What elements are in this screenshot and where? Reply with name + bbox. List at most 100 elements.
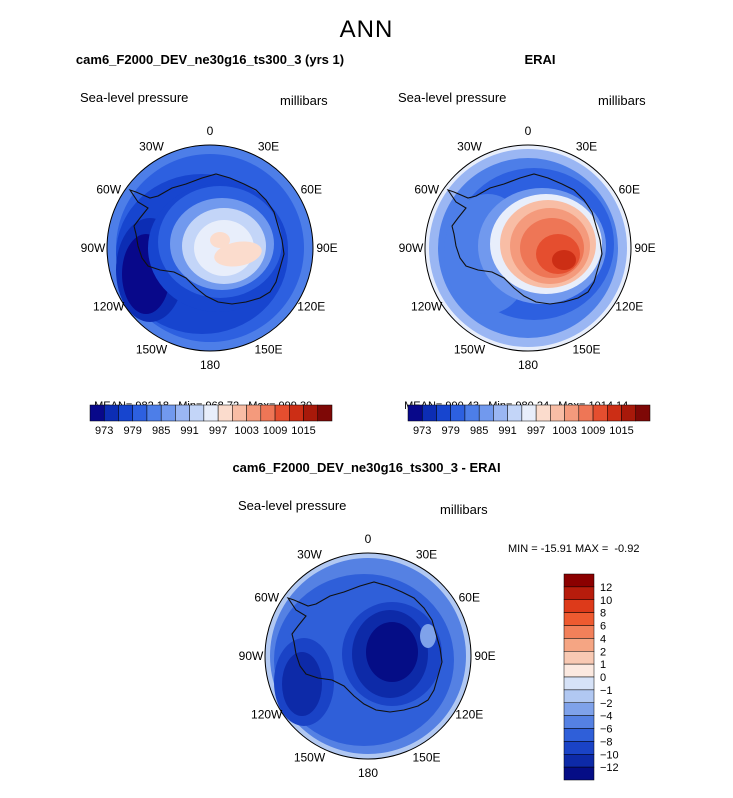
- panel-2-lon-label: 150E: [572, 342, 600, 356]
- panel-2-colorbar-swatch: [550, 404, 565, 422]
- panel-3-contour-band: [420, 624, 436, 648]
- panel-1-coastline: [128, 173, 285, 305]
- panel-2-lon-label: 150W: [454, 342, 486, 356]
- panel-2-colorbar-swatch: [464, 404, 480, 422]
- panel-3-lon-label: 90W: [239, 649, 264, 663]
- panel-3-lon-label: 60E: [459, 591, 480, 605]
- panel-2-lon-label: 120E: [615, 300, 643, 314]
- panel-3-contour-field: [265, 553, 471, 759]
- panel-1-lon-label: 30W: [139, 140, 164, 154]
- panel-2-colorbar-tick-label: 997: [527, 425, 545, 437]
- panel-2-colorbar-swatch: [521, 404, 537, 422]
- panel-2-lon-label: 30E: [576, 140, 597, 154]
- panel-1-colorbar-tick-label: 973: [95, 425, 113, 437]
- panel-2-lon-label: 120W: [411, 300, 443, 314]
- panel-3-lon-label: 150W: [294, 750, 326, 764]
- panel-2-colorbar: 973 979 985 991 997 1003 1009 1015: [407, 404, 651, 437]
- panel-2-lon-label: 60W: [414, 183, 439, 197]
- panel-2-colorbar-swatch: [507, 404, 523, 422]
- panel-1-lon-label: 30E: [258, 140, 279, 154]
- panel-1-colorbar-swatch: [189, 404, 205, 422]
- panel-2-colorbar-swatch: [436, 404, 451, 422]
- panel-1-colorbar-swatch: [132, 404, 148, 422]
- panel-3-colorbar-tick-label: −10: [600, 749, 619, 761]
- panel-2-colorbar-swatch: [407, 404, 423, 422]
- panel-2-colorbar-swatch: [578, 404, 594, 422]
- panel-2-colorbar-swatch: [493, 404, 508, 422]
- panel-1-variable-label: Sea-level pressure: [80, 90, 189, 105]
- panel-1-colorbar-swatch: [289, 404, 304, 422]
- panel-2-colorbar-tick-label: 991: [498, 425, 516, 437]
- panel-3-colorbar-tick-label: 12: [600, 582, 612, 594]
- panel-2-colorbar-tick-label: 973: [413, 425, 431, 437]
- panel-1-colorbar-tick-label: 1003: [234, 425, 258, 437]
- panel-2-colorbar-tick-label: 979: [442, 425, 460, 437]
- panel-3-colorbar-tick-label: 1: [600, 659, 606, 671]
- panel-3-colorbar-tick-label: 6: [600, 621, 606, 633]
- panel-3-coastline: [286, 581, 443, 713]
- panel-3-lon-label: 30W: [297, 548, 322, 562]
- panel-2-contour-field: [425, 145, 631, 351]
- panel-1-colorbar-swatch: [274, 404, 290, 422]
- panel-1-lon-label: 150E: [254, 342, 282, 356]
- panel-1-lon-label: 120W: [93, 300, 125, 314]
- panel-2-contour-band: [552, 250, 576, 270]
- panel-3-colorbar-tick-label: 4: [600, 633, 606, 645]
- panel-3-colorbar-swatch: [563, 625, 595, 639]
- panel-1-colorbar-swatch: [232, 404, 247, 422]
- panel-2-units-label: millibars: [598, 93, 646, 108]
- panel-1-lon-label: 90W: [81, 241, 106, 255]
- panel-1-colorbar-tick-label: 997: [209, 425, 227, 437]
- panel-1-lon-label: 60W: [96, 183, 121, 197]
- panel-2-colorbar-tick-label: 1015: [609, 425, 633, 437]
- panel-3-contour-band: [366, 622, 418, 682]
- panel-2-lon-label: 180: [518, 358, 538, 372]
- panel-2-colorbar-swatch: [421, 404, 437, 422]
- panel-3-map: 0 30E 60E 90E 120E 150E 180 150W 120W 90W 60W 30W: [239, 532, 496, 780]
- panel-2-map: 0 30E 60E 90E 120E 150E 180 150W 120W 90W 60W 30W: [399, 124, 656, 372]
- panel-3-lon-label: 180: [358, 766, 378, 780]
- panel-2-lon-label: 90W: [399, 241, 424, 255]
- panel-3-colorbar-swatch: [563, 715, 595, 729]
- panel-3-colorbar-swatch: [563, 612, 595, 626]
- panel-3-contour-band: [282, 652, 322, 716]
- panel-2-colorbar-swatch: [607, 404, 622, 422]
- panel-1-colorbar-swatch: [118, 404, 133, 422]
- panel-3-colorbar-swatch: [563, 702, 595, 716]
- panel-1-lon-label: 180: [200, 358, 220, 372]
- panel-1-colorbar-swatch: [160, 404, 176, 422]
- panel-3-colorbar-tick-label: −2: [600, 698, 613, 710]
- panel-3-colorbar-tick-label: 10: [600, 595, 612, 607]
- panel-3-colorbar-tick-label: 2: [600, 646, 606, 658]
- panel-2-lon-label: 30W: [457, 140, 482, 154]
- panel-1-colorbar-tick-label: 1009: [263, 425, 287, 437]
- panel-1-colorbar-swatch: [217, 404, 233, 422]
- panel-3-map-border: [264, 552, 472, 760]
- panel-2-colorbar-swatch: [535, 404, 551, 422]
- panel-3-colorbar-tick-label: −4: [600, 711, 613, 723]
- panel-3-colorbar-swatch: [563, 676, 595, 691]
- panel-2-coastline: [446, 173, 603, 305]
- panel-3-lon-label: 120W: [251, 708, 283, 722]
- panel-3-colorbar-swatch: [563, 663, 595, 678]
- panel-3-colorbar-swatch: [563, 651, 595, 665]
- panel-3-lon-label: 60W: [254, 591, 279, 605]
- panel-3-colorbar-swatch: [563, 728, 595, 742]
- panel-1-colorbar-swatch: [303, 404, 319, 422]
- panel-3-colorbar-swatch: [563, 689, 595, 704]
- panel-1-colorbar-swatch: [89, 404, 105, 422]
- panel-2-colorbar-tick-label: 1003: [552, 425, 576, 437]
- panel-2-lon-label: 60E: [619, 183, 640, 197]
- panel-1-lon-label: 60E: [301, 183, 322, 197]
- panel-2-colorbar-swatch: [621, 404, 637, 422]
- panel-1-colorbar-swatch: [246, 404, 262, 422]
- panel-1-colorbar-swatch: [317, 404, 333, 422]
- panel-3-colorbar-tick-label: −12: [600, 762, 619, 774]
- panel-1-colorbar-tick-label: 985: [152, 425, 170, 437]
- panel-3-colorbar-tick-label: −6: [600, 724, 613, 736]
- panel-1-colorbar-tick-label: 979: [124, 425, 142, 437]
- panel-2-lon-label: 90E: [634, 241, 655, 255]
- panel-1-contour-field: [107, 145, 313, 351]
- panel-2-lon-label: 0: [525, 124, 532, 138]
